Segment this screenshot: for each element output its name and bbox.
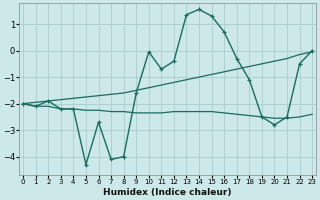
X-axis label: Humidex (Indice chaleur): Humidex (Indice chaleur) xyxy=(103,188,232,197)
